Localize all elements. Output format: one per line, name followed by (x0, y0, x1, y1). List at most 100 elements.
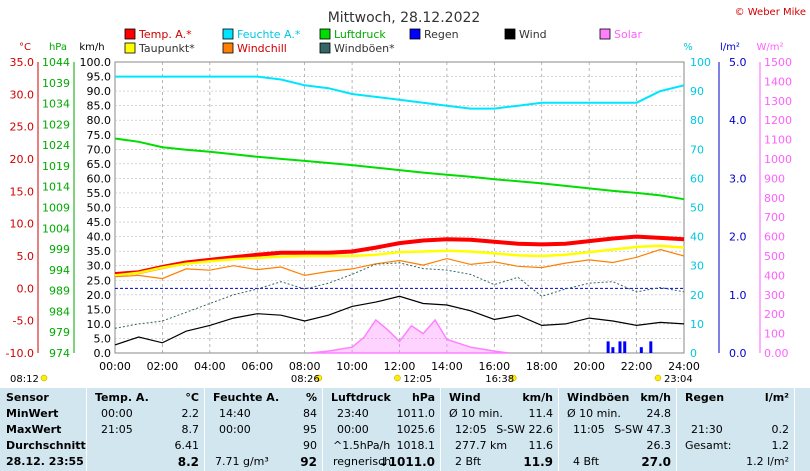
solar-tick-label: 1500 (764, 56, 792, 69)
sun-time-label: 12:05 (403, 374, 432, 385)
temp-tick-label: -5.0 (13, 315, 34, 328)
legend: Temp. A.* Feuchte A.* Luftdruck Regen Wind So… (124, 28, 643, 55)
kmh-tick-label: 75.0 (87, 129, 112, 142)
kmh-tick-label: 10.0 (87, 318, 112, 331)
pct-tick-label: 70 (690, 143, 704, 156)
copyright-text: © Weber Mike (735, 7, 806, 18)
pressure-forecast: regnerisch (333, 455, 392, 468)
pct-tick-label: 40 (690, 231, 704, 244)
pressure-max-value: 1025.6 (396, 423, 436, 436)
rain-tick-label: 5.0 (729, 56, 747, 69)
legend-swatch (124, 28, 136, 40)
solar-tick-label: 1200 (764, 114, 792, 127)
x-tick-label: 16:00 (478, 360, 510, 373)
x-tick-label: 12:00 (384, 360, 416, 373)
temp-min-value: 2.2 (181, 407, 200, 420)
gust-beaufort: 4 Bft (573, 455, 600, 468)
gust-avg-value: 26.3 (646, 439, 672, 452)
gust-header: Windböen (567, 391, 630, 404)
pct-tick-label: 90 (690, 85, 704, 98)
wind-max-value: S-SW 22.6 (496, 423, 553, 436)
plot-area: 35.030.025.020.015.010.05.00.0-5.0-10.01… (6, 56, 792, 385)
series-line (114, 137, 685, 201)
kmh-tick-label: 40.0 (87, 231, 112, 244)
pct-tick-label: 100 (690, 56, 711, 69)
temp-tick-label: 35.0 (10, 56, 35, 69)
x-tick-label: 22:00 (621, 360, 653, 373)
kmh-tick-label: 35.0 (87, 245, 112, 258)
solar-area (309, 318, 509, 354)
legend-label: Temp. A.* (138, 28, 192, 41)
hpa-tick-label: 1039 (42, 77, 70, 90)
pct-tick-label: 80 (690, 114, 704, 127)
temp-tick-label: 5.0 (17, 250, 35, 263)
solar-tick-label: 100 (764, 328, 785, 341)
rain-bar (611, 347, 615, 353)
hpa-tick-label: 984 (49, 305, 70, 318)
pressure-current: ↓1011.0 (378, 455, 435, 469)
wind-current: 11.9 (523, 455, 553, 469)
rain-total-value: 1.2 (771, 439, 790, 452)
wind-avg10-value: 11.4 (528, 407, 554, 420)
kmh-tick-label: 20.0 (87, 289, 112, 302)
temp-avg-value: 6.41 (174, 439, 200, 452)
sun-time-label: 08:26 (291, 374, 320, 385)
humidity-min-value: 84 (303, 407, 317, 420)
col-temp: Temp. A. °C 00:00 2.2 21:05 8.7 6.41 8.2 (86, 388, 205, 471)
label-max: MaxWert (6, 423, 62, 436)
axis-unit-label: l/m² (720, 42, 740, 53)
sun-icon (654, 374, 662, 382)
kmh-tick-label: 0.0 (94, 347, 112, 360)
col-sensor: Sensor MinWert MaxWert Durchschnitt 28.1… (0, 388, 86, 471)
wind-beaufort: 2 Bft (455, 455, 482, 468)
wind-avg-value: 11.6 (528, 439, 554, 452)
legend-label: Solar (614, 28, 643, 41)
rain-bar (639, 347, 643, 353)
kmh-tick-label: 30.0 (87, 260, 112, 273)
axis-unit-label: hPa (49, 42, 67, 53)
legend-label: Luftdruck (334, 28, 386, 41)
sun-icon (394, 374, 401, 382)
legend-swatch (222, 28, 234, 40)
x-tick-label: 08:00 (289, 360, 321, 373)
hpa-tick-label: 1004 (42, 222, 70, 235)
solar-tick-label: 1100 (764, 134, 792, 147)
humidity-avg-value: 90 (303, 439, 317, 452)
hpa-tick-label: 1034 (42, 98, 70, 111)
kmh-tick-label: 95.0 (87, 71, 112, 84)
pressure-min-value: 1011.0 (396, 407, 436, 420)
temp-tick-label: 0.0 (17, 282, 35, 295)
kmh-tick-label: 5.0 (94, 332, 112, 345)
temp-max-time: 21:05 (101, 423, 133, 436)
sun-time-label: 08:12 (10, 374, 39, 385)
rain-bar (649, 341, 653, 353)
temp-current: 8.2 (177, 455, 199, 469)
temp-header: Temp. A. (95, 391, 149, 404)
series-line (114, 295, 685, 346)
temp-unit: °C (185, 391, 199, 404)
sun-time-label: 16:38 (485, 374, 514, 385)
humidity-header: Feuchte A. (213, 391, 280, 404)
hpa-tick-label: 1014 (42, 181, 70, 194)
kmh-tick-label: 65.0 (87, 158, 112, 171)
kmh-tick-label: 70.0 (87, 143, 112, 156)
temp-tick-label: 20.0 (10, 153, 35, 166)
axis-unit-label: W/m² (756, 42, 783, 53)
humidity-current: 92 (300, 455, 317, 469)
kmh-tick-label: 60.0 (87, 172, 112, 185)
label-timestamp: 28.12. 23:55 (6, 455, 84, 468)
sensor-header: Sensor (6, 391, 49, 404)
solar-tick-label: 400 (764, 269, 785, 282)
rain-tick-label: 1.0 (729, 289, 747, 302)
rain-tick-label: 3.0 (729, 172, 747, 185)
x-tick-label: 04:00 (194, 360, 226, 373)
hpa-tick-label: 989 (49, 285, 70, 298)
wind-unit: km/h (522, 391, 553, 404)
x-tick-label: 00:00 (99, 360, 131, 373)
pressure-avg-value: 1018.1 (396, 439, 436, 452)
x-tick-label: 02:00 (147, 360, 179, 373)
label-avg: Durchschnitt (6, 439, 86, 452)
x-tick-label: 18:00 (526, 360, 558, 373)
sun-icon (40, 374, 48, 382)
pct-tick-label: 10 (690, 318, 704, 331)
